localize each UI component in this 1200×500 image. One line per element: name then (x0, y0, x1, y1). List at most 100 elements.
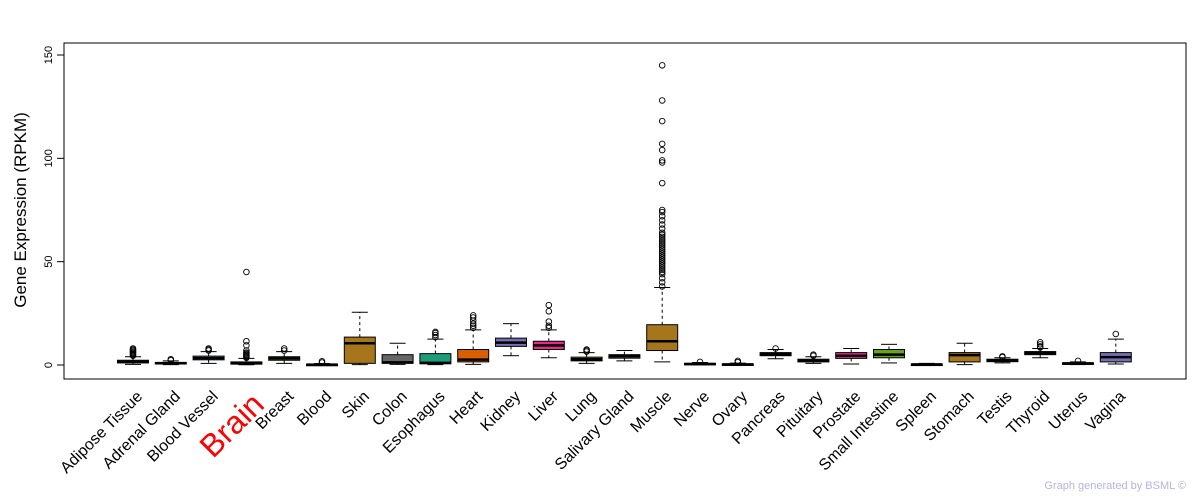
box-pancreas (759, 345, 792, 360)
outlier-point (545, 318, 553, 325)
outlier-point (658, 270, 666, 278)
outlier-point (658, 117, 666, 125)
outlier-point (469, 320, 477, 327)
x-tick-label: Nerve (671, 388, 713, 430)
outlier-point (772, 345, 779, 352)
outlier-point (810, 351, 817, 358)
outlier-point (658, 225, 666, 232)
outlier-point (658, 243, 666, 251)
outlier-point (658, 179, 666, 187)
outlier-point (658, 235, 666, 243)
outlier-point (658, 97, 666, 104)
box-adipose-tissue (117, 345, 149, 365)
box-liver (532, 301, 565, 359)
outlier-point (658, 283, 666, 290)
outlier-point (658, 159, 666, 166)
outlier-point (243, 268, 250, 276)
outlier-point (734, 357, 742, 365)
box-uterus (1062, 357, 1094, 366)
outlier-point (545, 322, 553, 329)
outlier-point (658, 206, 666, 214)
x-tick-label: Liver (525, 388, 562, 425)
box-breast (268, 345, 301, 364)
box-testis (986, 353, 1019, 364)
x-tick-label: Skin (339, 388, 373, 422)
outlier-point (658, 250, 666, 257)
outlier-point (658, 258, 666, 265)
box-thyroid (1024, 339, 1057, 359)
outlier-point (658, 256, 666, 263)
outlier-point (280, 347, 288, 354)
box-nerve (684, 358, 716, 366)
outlier-point (167, 355, 175, 363)
outlier-point (280, 345, 288, 352)
box-blood (306, 358, 338, 367)
outlier-point (243, 349, 250, 356)
outlier-point (658, 140, 666, 148)
outlier-point (658, 146, 666, 154)
outlier-point (658, 231, 666, 239)
box-iqr (948, 352, 981, 363)
outlier-point (658, 239, 666, 247)
outlier-point (658, 212, 666, 220)
outlier-point (658, 221, 666, 228)
x-tick-label: Thyroid (1004, 388, 1054, 438)
outlier-point (469, 314, 477, 321)
x-tick-label: Uterus (1046, 388, 1091, 433)
outlier-point (432, 328, 439, 336)
box-blood-vessel (192, 345, 225, 364)
outlier-point (658, 248, 666, 255)
box-kidney (495, 323, 527, 357)
outlier-point (658, 260, 666, 267)
outlier-point (658, 279, 666, 286)
box-colon (381, 342, 414, 365)
y-tick-label: 50 (43, 256, 55, 268)
outlier-point (243, 337, 250, 345)
x-tick-label: Kidney (478, 388, 525, 435)
y-tick-label: 150 (43, 46, 55, 64)
outlier-point (545, 301, 553, 309)
box-iqr (646, 324, 679, 352)
y-tick-label: 0 (43, 362, 55, 368)
y-axis-ticks: 0 50 100 150 (43, 46, 64, 368)
outlier-point (658, 266, 666, 274)
box-brain (230, 268, 263, 366)
x-tick-label: Vagina (1083, 388, 1129, 434)
plot-frame (63, 42, 1187, 380)
outlier-point (658, 217, 666, 224)
box-lung (570, 346, 603, 364)
outlier-point (999, 353, 1006, 360)
outlier-point (658, 229, 666, 236)
outlier-point (658, 237, 666, 245)
box-spleen (910, 362, 943, 367)
box-pituitary (797, 351, 830, 364)
outlier-point (1036, 341, 1044, 348)
box-salivary-gland (608, 350, 641, 362)
outlier-point (205, 345, 212, 352)
watermark: Graph generated by BSML © (1044, 480, 1186, 492)
outlier-point (658, 274, 666, 282)
outlier-point (583, 346, 590, 353)
outlier-point (658, 264, 666, 272)
outlier-point (1036, 343, 1044, 350)
outlier-point (658, 233, 666, 241)
box-esophagus (419, 328, 452, 366)
box-muscle (646, 62, 679, 363)
box-adrenal-gland (154, 355, 187, 366)
outlier-point (658, 254, 666, 261)
outlier-point (658, 246, 666, 253)
outlier-point (658, 252, 666, 259)
outlier-point (1112, 330, 1120, 338)
outlier-point (469, 324, 477, 332)
outlier-point (658, 157, 666, 164)
outlier-point (1074, 357, 1082, 365)
y-axis-label: Gene Expression (RPKM) (11, 112, 30, 308)
outlier-point (696, 358, 704, 366)
outlier-point (658, 262, 666, 270)
box-iqr (343, 336, 376, 364)
outlier-point (545, 324, 553, 332)
x-tick-label: Blood (294, 388, 335, 429)
box-stomach (948, 342, 981, 366)
